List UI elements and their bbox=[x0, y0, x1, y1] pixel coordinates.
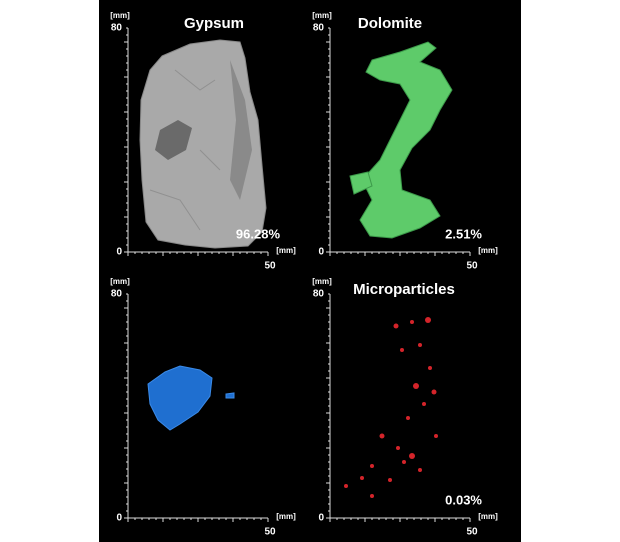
x-unit: [mm] bbox=[276, 512, 296, 521]
volume-percentage: 96.28% bbox=[236, 226, 281, 241]
origin-label: 0 bbox=[116, 247, 122, 258]
x-max-label: 50 bbox=[466, 527, 478, 538]
origin-label: 0 bbox=[318, 513, 324, 524]
y-max-label: 80 bbox=[313, 23, 325, 34]
y-unit: [mm] bbox=[312, 11, 332, 20]
residue-render bbox=[147, 365, 235, 431]
panel-title: Dolomite bbox=[358, 15, 422, 32]
volume-percentage: 2.51% bbox=[445, 226, 482, 241]
gypsum-render bbox=[139, 39, 267, 249]
y-unit: [mm] bbox=[312, 277, 332, 286]
x-max-label: 50 bbox=[466, 261, 478, 272]
axes: [mm]80050[mm]Gypsum96.28%[mm]80050[mm]Do… bbox=[110, 11, 498, 538]
y-unit: [mm] bbox=[110, 11, 130, 20]
y-unit: [mm] bbox=[110, 277, 130, 286]
y-max-label: 80 bbox=[111, 23, 123, 34]
origin-label: 0 bbox=[318, 247, 324, 258]
volume-percentage: 0.03% bbox=[445, 492, 482, 507]
y-max-label: 80 bbox=[313, 289, 325, 300]
dolomite-render bbox=[349, 41, 453, 239]
microparticle-render bbox=[344, 317, 438, 498]
origin-label: 0 bbox=[116, 513, 122, 524]
x-unit: [mm] bbox=[478, 512, 498, 521]
panel-title: Gypsum bbox=[184, 15, 244, 32]
x-max-label: 50 bbox=[264, 527, 276, 538]
x-unit: [mm] bbox=[276, 246, 296, 255]
y-max-label: 80 bbox=[111, 289, 123, 300]
x-max-label: 50 bbox=[264, 261, 276, 272]
panel-title: Microparticles bbox=[353, 281, 455, 298]
x-unit: [mm] bbox=[478, 246, 498, 255]
